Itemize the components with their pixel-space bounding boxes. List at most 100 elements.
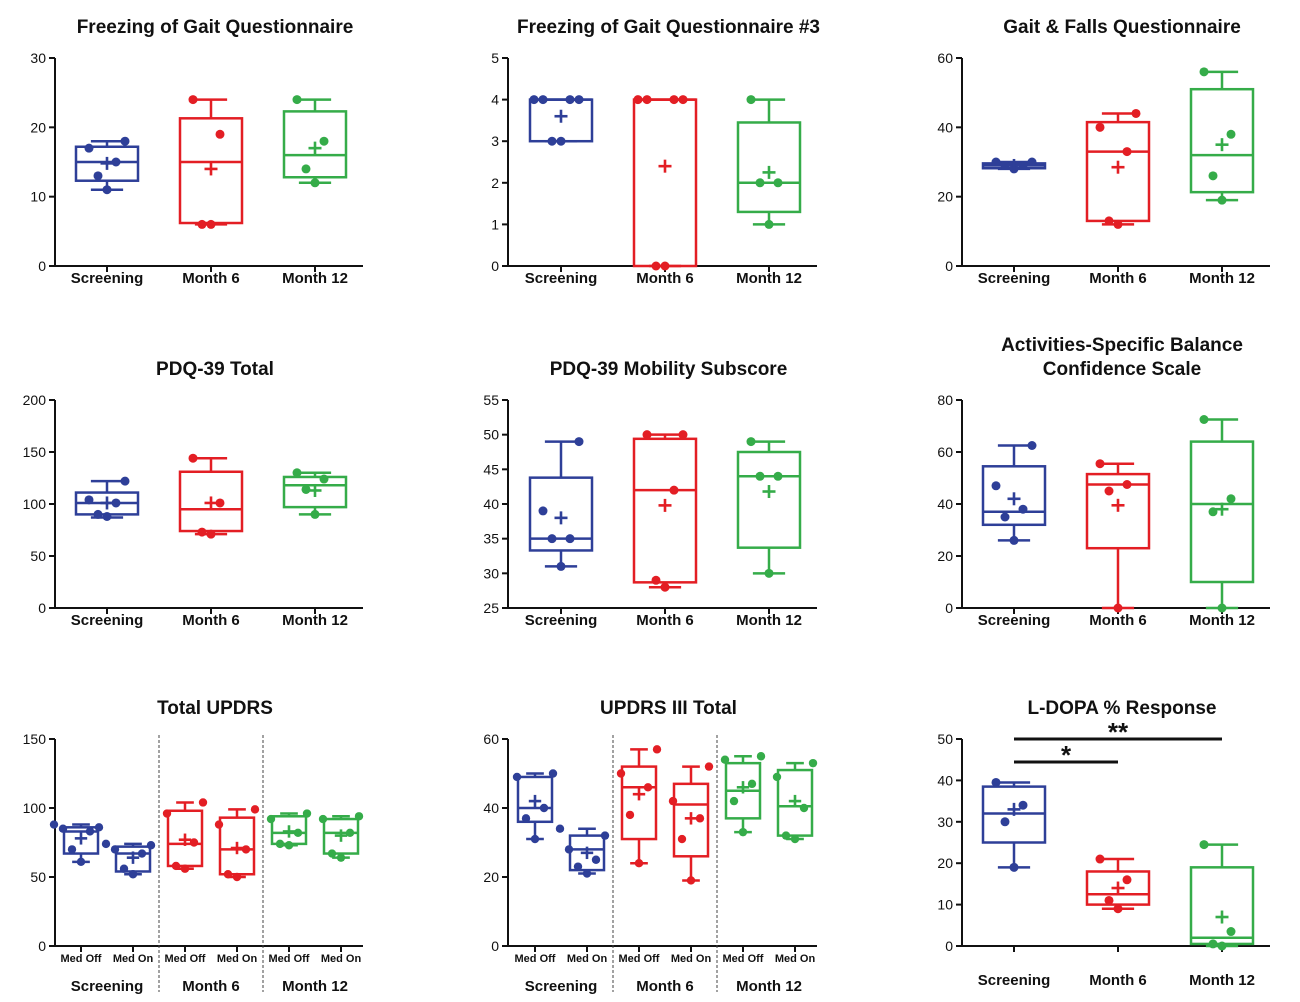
box-screening-med-on-data-point — [555, 824, 565, 833]
box-month12-data-point — [1217, 603, 1227, 613]
box-screening-data-point — [1009, 862, 1019, 872]
y-tick-label: 30 — [483, 565, 499, 581]
box-month6-data-point — [1122, 147, 1132, 157]
box-screening-data-point — [102, 511, 112, 521]
box-screening-med-on-data-point — [564, 845, 574, 854]
group-month6: Med Off Med On Month 6 — [162, 798, 260, 995]
significance-label: * — [1061, 740, 1072, 770]
x-tick-label: Month 12 — [736, 612, 802, 629]
box-screening-data-point — [93, 509, 103, 519]
box-month6-data-point — [1113, 904, 1123, 914]
panel-9: L-DOPA % Response 0 10 20 30 40 50 Screening Mon… — [937, 698, 1270, 989]
box-month12-box — [282, 475, 348, 509]
box-month12-data-point — [764, 219, 774, 229]
box-month6-data-point — [1122, 875, 1132, 885]
box-month12-med-off-data-point — [302, 809, 312, 818]
box-screening-med-on-data-point — [582, 869, 592, 878]
box-month6-med-off-data-point — [198, 798, 208, 807]
y-tick-label: 100 — [23, 496, 47, 512]
box-month12-box — [1189, 866, 1255, 946]
chart-title: Gait & Falls Questionnaire — [1003, 17, 1241, 38]
panel-1: Freezing of Gait Questionnaire 0 10 20 30 Scr… — [30, 17, 363, 287]
box-month12-data-point — [1199, 67, 1209, 77]
box-screening-data-point — [1000, 160, 1010, 170]
box-month12-data-point — [301, 484, 311, 494]
box-screening-data-point — [538, 95, 548, 105]
group-month6: Month 6 — [632, 430, 698, 629]
box-month12-data-point — [773, 471, 783, 481]
box-month12-data-point — [292, 468, 302, 478]
box-month6-data-point — [642, 95, 652, 105]
med-state-label: Med On — [671, 953, 712, 965]
group-label: Month 12 — [736, 978, 802, 995]
group-month6: Month 6 — [632, 95, 698, 287]
box-month12-box — [1189, 440, 1255, 584]
y-tick-label: 3 — [491, 133, 499, 149]
box-month12-data-point — [319, 474, 329, 484]
group-month12: Med Off Med On Month 12 — [720, 752, 818, 995]
box-month6-med-on-data-point — [686, 876, 696, 885]
box-screening-data-point — [1027, 441, 1037, 450]
box-month12-med-off-data-point — [284, 841, 294, 850]
x-tick-label: Month 12 — [282, 270, 348, 287]
x-tick-label: Month 12 — [1189, 270, 1255, 287]
group-month6: Med Off Med On Month 6 — [616, 745, 714, 995]
box-month6-data-point — [1095, 122, 1105, 132]
med-state-label: Med Off — [269, 953, 310, 965]
y-tick-label: 0 — [38, 938, 46, 954]
box-month6-box — [1085, 472, 1151, 550]
y-tick-label: 50 — [30, 548, 46, 564]
chart-title: PDQ-39 Total — [156, 359, 274, 380]
box-month12-med-on-data-point — [781, 831, 791, 840]
med-state-label: Med On — [113, 953, 154, 965]
box-month6-data-point — [651, 261, 661, 271]
box-month6-data-point — [1113, 603, 1123, 613]
group-screening: Screening — [978, 157, 1050, 287]
y-tick-label: 0 — [491, 258, 499, 274]
box-screening-box — [981, 465, 1047, 527]
chart-title: L-DOPA % Response — [1028, 698, 1217, 719]
y-tick-label: 80 — [937, 392, 953, 408]
box-screening-med-off-data-point — [521, 814, 531, 823]
box-month6-data-point — [678, 95, 688, 105]
box-month6-data-point — [1095, 854, 1105, 864]
box-month6-data-point — [651, 575, 661, 585]
panel-3: Gait & Falls Questionnaire 0 20 40 60 Screeni… — [937, 17, 1270, 287]
box-screening-data-point — [538, 506, 548, 516]
box-screening-data-point — [991, 157, 1001, 167]
box-month6-data-point — [669, 95, 679, 105]
x-tick-label: Month 6 — [182, 270, 240, 287]
box-screening-data-point — [84, 495, 94, 505]
chart-title: UPDRS III Total — [600, 698, 737, 719]
box-month12-data-point — [292, 95, 302, 105]
x-tick-label: Month 6 — [1089, 612, 1147, 629]
box-screening-box — [74, 145, 140, 182]
y-tick-label: 60 — [937, 444, 953, 460]
group-month12: Month 12 — [736, 437, 802, 629]
box-screening-data-point — [84, 143, 94, 153]
group-month6: Month 6 — [178, 453, 244, 629]
group-month6: Month 6 — [1085, 459, 1151, 629]
box-screening-med-on-data-point — [573, 862, 583, 871]
x-tick-label: Screening — [525, 270, 598, 287]
y-tick-label: 35 — [483, 531, 499, 547]
box-screening-data-point — [556, 561, 566, 571]
y-tick-label: 0 — [491, 938, 499, 954]
box-month6-med-off-box — [620, 765, 658, 841]
x-tick-label: Screening — [525, 612, 598, 629]
box-month6-data-point — [1104, 486, 1114, 496]
y-tick-label: 0 — [945, 938, 953, 954]
box-month6-med-on-data-point — [223, 870, 233, 879]
box-month6-data-point — [188, 95, 198, 105]
box-month12-data-point — [1226, 494, 1236, 504]
box-month12-data-point — [746, 95, 756, 105]
box-month12-med-on-data-point — [345, 828, 355, 838]
y-tick-label: 4 — [491, 92, 499, 108]
box-month12-med-on-data-point — [772, 772, 782, 782]
group-screening: Screening — [525, 95, 598, 287]
med-state-label: Med Off — [723, 953, 764, 965]
box-month6-med-off-data-point — [652, 745, 662, 754]
y-tick-label: 30 — [30, 50, 46, 66]
box-month12-data-point — [1217, 195, 1227, 205]
box-month12-data-point — [1226, 129, 1236, 139]
